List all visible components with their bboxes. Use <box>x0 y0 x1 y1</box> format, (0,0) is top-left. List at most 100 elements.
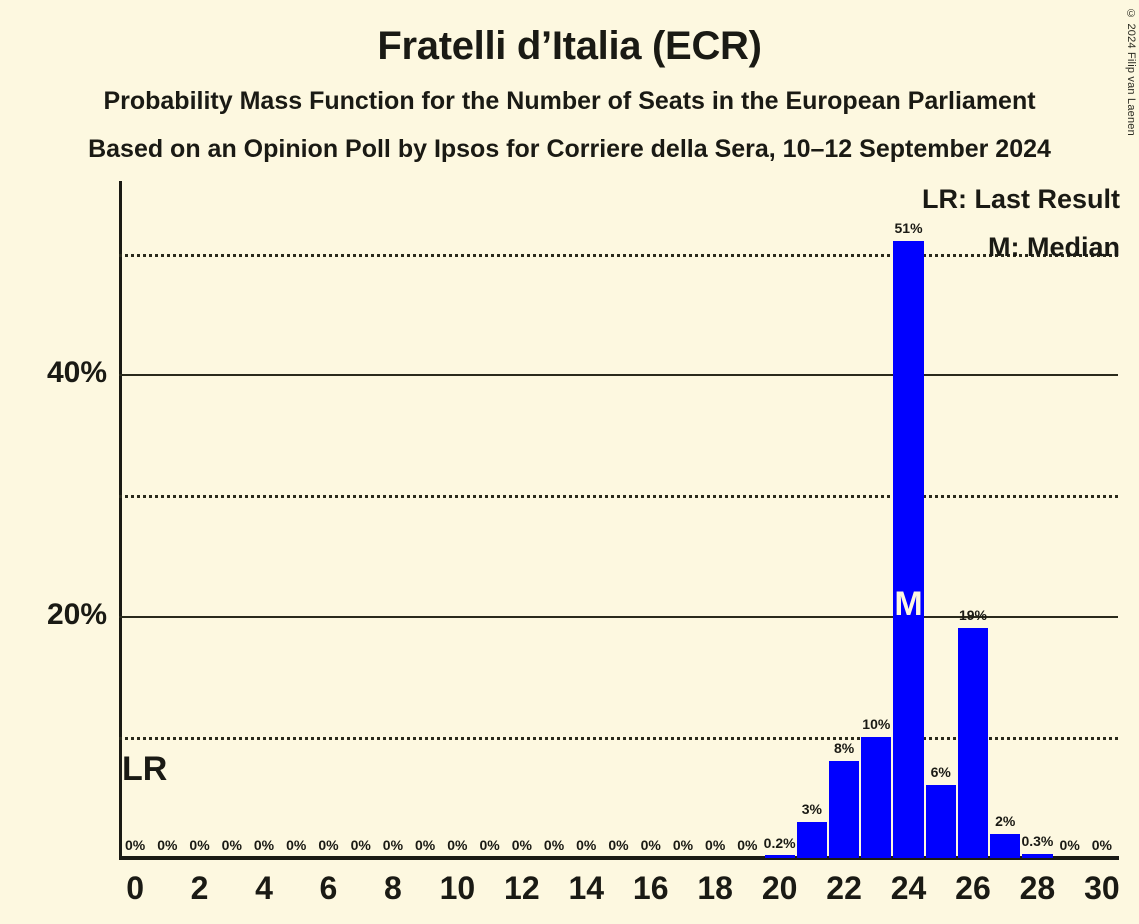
bar-value-label: 10% <box>862 716 891 733</box>
x-axis-line <box>119 856 1119 860</box>
bar-slot[interactable]: 0% <box>183 181 215 858</box>
y-axis-line <box>119 181 122 860</box>
bar-value-label: 51% <box>894 220 923 237</box>
bar-value-label: 0% <box>382 837 404 853</box>
bar-value-label: 0% <box>479 837 500 853</box>
bar-slot[interactable]: 0% <box>345 181 377 858</box>
x-tick-label-10: 10 <box>439 870 476 906</box>
bar-value-label: 0% <box>576 837 597 853</box>
bar-value-label: 0% <box>543 837 565 853</box>
bar-value-label: 0.3% <box>1021 833 1054 850</box>
bar-slot[interactable]: 0% <box>216 181 248 858</box>
copyright-notice: © 2024 Filip van Laenen <box>1125 8 1137 136</box>
bar-slot[interactable]: 0% <box>602 181 634 858</box>
gridline-40 <box>119 374 1118 377</box>
median-marker: M <box>894 584 923 623</box>
x-tick-label-16: 16 <box>632 870 669 906</box>
page-title: Fratelli d’Italia (ECR) <box>377 24 762 68</box>
x-tick-label-24: 24 <box>890 870 927 906</box>
gridline-30 <box>119 495 1118 499</box>
bars-group: 0% 0% 0% 0% 0% 0% 0% 0% 0% 0% 0% 0% 0% 0% 0% 0% 0% 0% 0% 0%… <box>119 181 1118 858</box>
bar-slot[interactable]: 8% <box>828 181 860 858</box>
legend-last-result: LR: Last Result <box>921 184 1120 214</box>
y-tick-label-20: 20% <box>46 598 107 632</box>
x-tick-label-8: 8 <box>384 870 402 906</box>
bar-slot[interactable]: 19% <box>957 181 989 858</box>
bar-value-label: 2% <box>995 812 1016 829</box>
x-tick-label-22: 22 <box>826 870 862 906</box>
bar[interactable] <box>990 833 1021 858</box>
bar-slot[interactable]: 0.3% <box>1021 181 1053 858</box>
y-tick-label-40: 40% <box>46 356 107 390</box>
bar-slot[interactable]: 2% <box>989 181 1021 858</box>
chart-source-subtitle: Based on an Opinion Poll by Ipsos for Co… <box>88 135 1051 163</box>
bar-slot[interactable]: 0% <box>441 181 473 858</box>
bar-value-label: 0% <box>350 837 371 853</box>
bar-value-label: 0% <box>124 837 146 853</box>
bar-slot[interactable]: 6% <box>925 181 957 858</box>
bar-slot[interactable]: 0% <box>635 181 667 858</box>
x-tick-label-4: 4 <box>255 870 273 906</box>
bar-value-label: 0% <box>318 837 339 853</box>
bar-slot[interactable]: 0% <box>667 181 699 858</box>
bar-value-label: 0% <box>1091 837 1112 853</box>
bar[interactable] <box>828 761 860 858</box>
bar-value-label: 0% <box>640 837 661 853</box>
x-tick-label-18: 18 <box>697 870 733 906</box>
gridline-20 <box>119 616 1118 619</box>
x-tick-label-28: 28 <box>1019 870 1056 906</box>
bar-slot[interactable]: 10% <box>860 181 892 858</box>
bar[interactable] <box>861 737 892 858</box>
bar-slot[interactable]: 0% <box>699 181 731 858</box>
bar-value-label: 0% <box>221 837 242 853</box>
bar[interactable] <box>925 785 956 858</box>
bar[interactable] <box>893 241 924 858</box>
bar-value-label: 0% <box>253 837 275 853</box>
bar[interactable] <box>764 855 795 858</box>
bar-value-label: 3% <box>801 800 822 817</box>
bar-slot[interactable]: 0% <box>538 181 570 858</box>
bar-slot[interactable]: 0% <box>312 181 344 858</box>
bar-slot[interactable]: M 51% <box>892 181 924 858</box>
bar-slot[interactable]: 3% <box>796 181 828 858</box>
bar-slot[interactable]: 0% <box>377 181 409 858</box>
bar-value-label: 0% <box>705 837 726 853</box>
x-tick-label-6: 6 <box>319 870 338 906</box>
bar-value-label: 0% <box>672 837 694 853</box>
x-tick-label-0: 0 <box>126 870 144 906</box>
bar-value-label: 0% <box>1059 837 1080 853</box>
bar-value-label: 0% <box>447 837 468 853</box>
bar-value-label: 0% <box>737 837 758 853</box>
bar-slot[interactable]: 0% <box>1054 181 1086 858</box>
bar-value-label: 0% <box>286 837 307 853</box>
bar-slot[interactable]: 0% <box>409 181 441 858</box>
bar-slot[interactable]: 0% <box>248 181 280 858</box>
bar-value-label: 0.2% <box>763 834 796 851</box>
bar-slot[interactable]: 0% <box>473 181 505 858</box>
bar-value-label: 0% <box>157 837 178 853</box>
bar[interactable] <box>957 628 989 858</box>
bar-slot[interactable]: 0% <box>570 181 602 858</box>
chart-subtitle: Probability Mass Function for the Number… <box>103 87 1036 115</box>
bar-slot[interactable]: 0% <box>1086 181 1118 858</box>
bar-slot[interactable]: 0% <box>731 181 763 858</box>
bar-slot[interactable]: 0% <box>119 181 151 858</box>
bar-slot[interactable]: 0% <box>280 181 312 858</box>
title-block: Fratelli d’Italia (ECR) Probability Mass… <box>0 0 1139 162</box>
last-result-marker: LR <box>122 750 168 788</box>
plot-area: 0% 0% 0% 0% 0% 0% 0% 0% 0% 0% 0% 0% 0% 0% 0% 0% 0% 0% 0% 0%… <box>119 181 1118 858</box>
bar-slot[interactable]: 0% <box>506 181 538 858</box>
bar[interactable] <box>796 821 827 858</box>
bar[interactable] <box>1022 854 1053 858</box>
legend-median: M: Median <box>988 232 1120 262</box>
x-tick-label-2: 2 <box>190 870 209 906</box>
bar-value-label: 0% <box>189 837 210 853</box>
x-tick-label-30: 30 <box>1084 870 1120 906</box>
x-tick-label-12: 12 <box>504 870 540 906</box>
bar-value-label: 6% <box>930 764 951 781</box>
bar-slot[interactable]: 0% <box>151 181 183 858</box>
gridline-10 <box>119 737 1118 741</box>
bar-slot[interactable]: 0.2% <box>764 181 796 858</box>
x-tick-label-26: 26 <box>955 870 991 906</box>
